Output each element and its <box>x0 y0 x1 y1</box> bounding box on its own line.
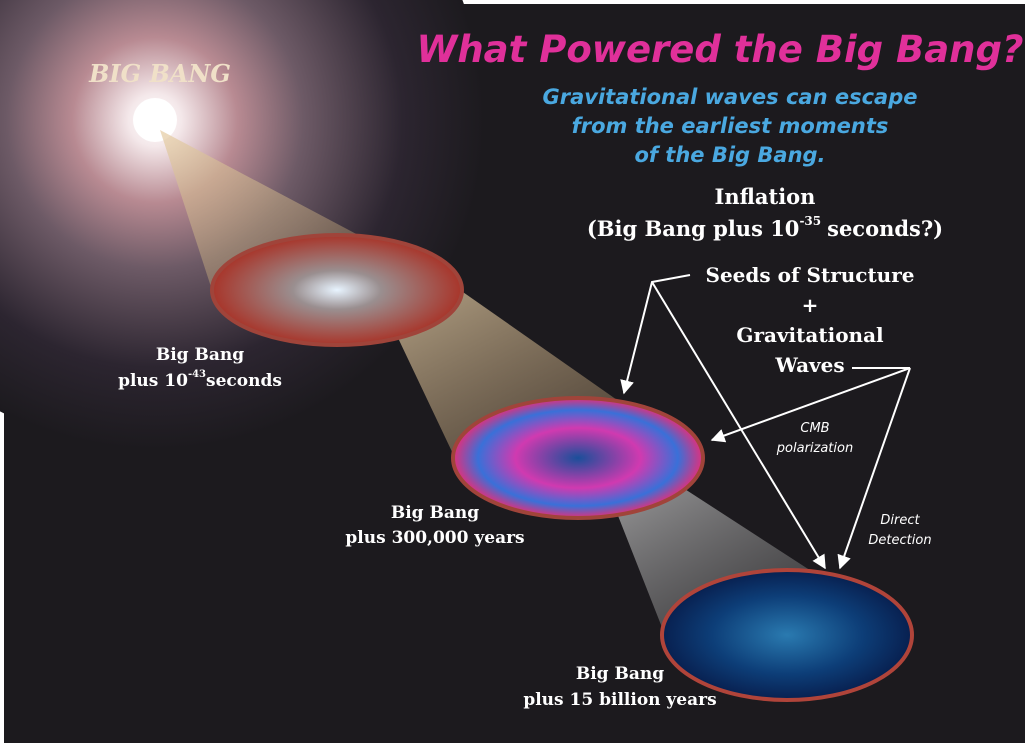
text: seconds?) <box>827 216 943 241</box>
inflation-time: (Big Bang plus 10-35 seconds?) <box>587 214 943 241</box>
exponent: -35 <box>799 214 821 228</box>
present-universe-disk <box>662 570 912 700</box>
arrow-label: Detection <box>868 533 931 548</box>
exponent: -43 <box>188 369 206 380</box>
node-label: Big Bang <box>576 664 664 684</box>
early-universe-disk <box>212 235 462 345</box>
text: plus 10 <box>118 371 188 391</box>
origin-label: BIG BANG <box>88 59 231 88</box>
text: seconds <box>206 371 282 391</box>
title: What Powered the Big Bang? <box>417 28 1024 71</box>
subtitle-line: Gravitational waves can escape <box>543 85 918 109</box>
infographic: What Powered the Big Bang? Gravitational… <box>0 0 1029 747</box>
seeds-label: Seeds of Structure <box>706 263 915 287</box>
big-bang-core <box>133 98 177 142</box>
subtitle-line: of the Big Bang. <box>634 143 825 167</box>
node-label: plus 15 billion years <box>523 690 716 710</box>
seeds-label: + <box>802 293 819 317</box>
seeds-label: Waves <box>774 353 844 377</box>
text: (Big Bang plus 10 <box>587 216 800 241</box>
subtitle-line: from the earliest moments <box>572 114 889 138</box>
inflation-title: Inflation <box>715 184 816 209</box>
cmb-disk <box>453 398 703 518</box>
node-label: Big Bang <box>391 503 479 523</box>
seeds-label: Gravitational <box>736 323 884 347</box>
arrow-label: polarization <box>776 441 853 456</box>
arrow-label: Direct <box>880 513 920 528</box>
node-label: Big Bang <box>156 345 244 365</box>
node-label: plus 300,000 years <box>345 528 524 548</box>
arrow-label: CMB <box>800 421 829 436</box>
